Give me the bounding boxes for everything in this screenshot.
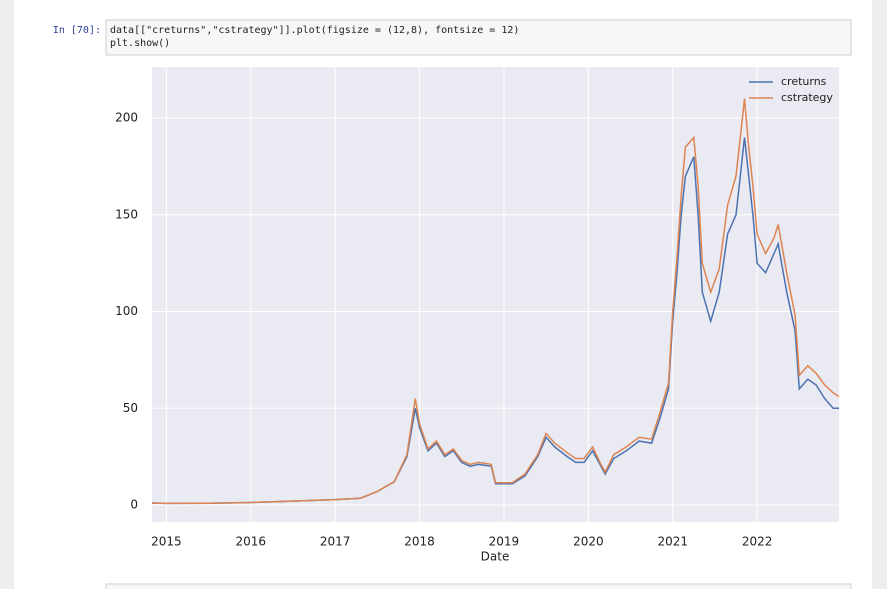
y-tick-label: 100 xyxy=(115,304,138,318)
code-cell[interactable] xyxy=(105,19,852,56)
y-tick-label: 200 xyxy=(115,111,138,125)
code-line: data[["creturns","cstrategy"]].plot(figs… xyxy=(110,25,519,36)
line-series xyxy=(151,98,840,505)
prompt: In [70]: xyxy=(53,25,101,36)
x-tick-label: 2022 xyxy=(742,535,773,549)
x-tick-label: 2015 xyxy=(151,535,182,549)
code-line: plt.show() xyxy=(110,38,170,49)
x-tick-label: 2016 xyxy=(235,535,266,549)
x-tick-label: 2021 xyxy=(657,535,688,549)
x-tick-label: 2018 xyxy=(404,535,435,549)
y-tick-label: 150 xyxy=(115,207,138,221)
x-axis-label: Date xyxy=(481,550,510,564)
legend-label: creturns xyxy=(781,75,827,88)
x-tick-label: 2020 xyxy=(573,535,604,549)
y-tick-label: 50 xyxy=(123,401,138,415)
line-series xyxy=(151,137,839,505)
next-cell[interactable] xyxy=(105,583,852,593)
legend-label: cstrategy xyxy=(781,91,833,104)
y-tick-label: 0 xyxy=(130,497,138,511)
x-tick-label: 2019 xyxy=(489,535,520,549)
plot-area xyxy=(152,67,839,522)
x-tick-label: 2017 xyxy=(320,535,351,549)
